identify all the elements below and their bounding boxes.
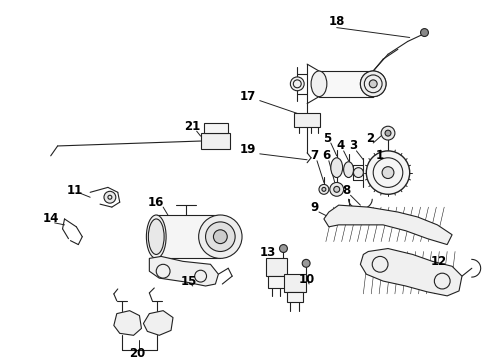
Ellipse shape [214,230,227,244]
Ellipse shape [148,219,164,255]
Bar [285,274,306,292]
Circle shape [381,126,395,140]
Ellipse shape [198,215,242,258]
Ellipse shape [360,71,386,96]
Circle shape [104,191,116,203]
Circle shape [291,77,304,91]
Bar [319,71,373,96]
Text: 17: 17 [240,90,256,103]
Circle shape [322,188,326,191]
Ellipse shape [343,162,353,177]
Polygon shape [114,311,142,335]
Ellipse shape [331,158,343,177]
Circle shape [385,130,391,136]
Ellipse shape [360,71,386,96]
Text: 15: 15 [181,275,197,288]
Text: 11: 11 [66,184,82,197]
Text: 19: 19 [240,143,256,156]
Text: 8: 8 [343,184,351,197]
Bar [268,276,286,288]
Polygon shape [144,311,173,335]
Ellipse shape [311,71,327,96]
Bar [203,123,228,133]
Bar [288,292,303,302]
Text: 16: 16 [148,196,165,209]
Text: 12: 12 [431,255,447,268]
Text: 21: 21 [185,120,201,133]
Bar [200,133,230,149]
Text: 14: 14 [43,212,59,225]
Bar [294,113,320,127]
Polygon shape [149,256,219,286]
Text: 5: 5 [323,131,331,145]
Circle shape [330,183,343,196]
Circle shape [382,167,394,179]
Text: 13: 13 [260,246,276,259]
Text: 6: 6 [323,149,331,162]
Ellipse shape [205,222,235,252]
Bar [156,215,220,258]
Ellipse shape [369,80,377,88]
Circle shape [302,259,310,267]
Text: 18: 18 [328,15,345,28]
Text: 3: 3 [349,139,358,153]
Circle shape [319,184,329,194]
Circle shape [367,151,410,194]
Text: 4: 4 [337,139,345,153]
Text: 9: 9 [310,201,318,213]
Circle shape [353,168,364,177]
Polygon shape [360,248,462,296]
Text: 1: 1 [376,149,384,162]
Circle shape [334,186,340,192]
Text: 10: 10 [299,273,315,285]
Text: 7: 7 [310,149,318,162]
Circle shape [420,28,428,36]
Bar [266,258,288,276]
Text: 2: 2 [366,131,374,145]
Circle shape [279,244,288,252]
Ellipse shape [147,215,166,258]
Polygon shape [324,205,452,244]
Text: 20: 20 [129,347,146,360]
